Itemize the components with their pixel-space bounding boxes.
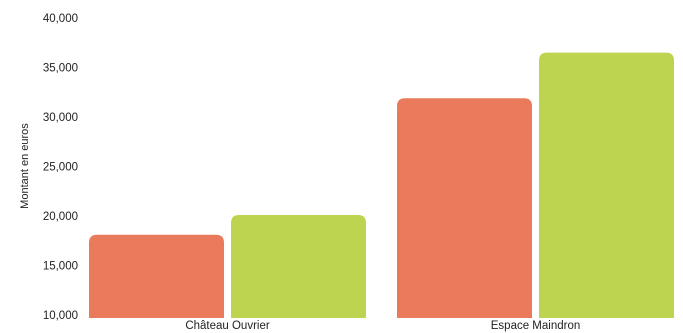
- bar-chateau-ouvrier-series-1: [89, 234, 224, 318]
- x-category-label: Espace Maindron: [491, 320, 581, 332]
- y-tick-label: 10,000: [43, 310, 78, 322]
- x-category-label: Château Ouvrier: [185, 320, 270, 332]
- bar-espace-maindron-series-2: [539, 52, 674, 319]
- y-tick-label: 35,000: [43, 63, 78, 75]
- y-tick-label: 40,000: [43, 13, 78, 25]
- x-category-labels: Château Ouvrier Espace Maindron: [185, 320, 580, 332]
- y-tick-labels: 10,000 15,000 20,000 25,000 30,000 35,000 40,0…: [43, 13, 78, 322]
- y-axis-title-group: Montant en euros: [19, 123, 31, 209]
- y-tick-label: 20,000: [43, 211, 78, 223]
- bars: [89, 52, 674, 319]
- y-tick-label: 30,000: [43, 112, 78, 124]
- y-tick-label: 25,000: [43, 162, 78, 174]
- y-axis-title: Montant en euros: [19, 123, 31, 209]
- bar-chateau-ouvrier-series-2: [231, 215, 366, 318]
- y-tick-label: 15,000: [43, 261, 78, 273]
- bar-espace-maindron-series-1: [397, 98, 532, 318]
